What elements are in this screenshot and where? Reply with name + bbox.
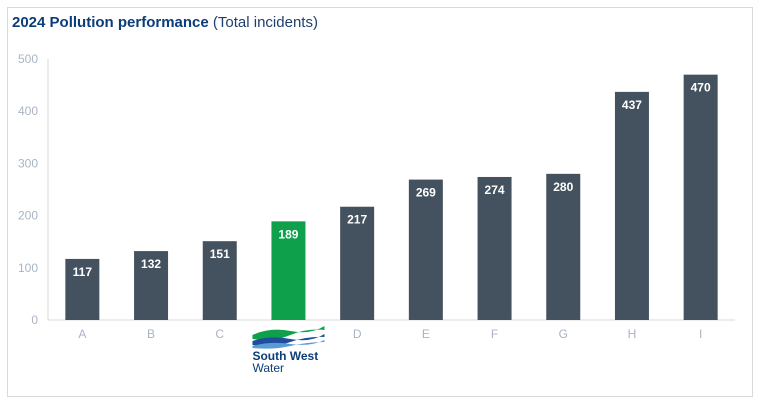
x-tick-label: A	[78, 327, 86, 341]
y-tick-label: 200	[18, 209, 38, 223]
bar	[408, 179, 443, 320]
brand-name-line1: South West	[252, 349, 319, 363]
bar	[340, 206, 375, 320]
x-tick-label: D	[353, 327, 362, 341]
x-tick-label: I	[699, 327, 702, 341]
x-tick-label: G	[559, 327, 568, 341]
y-tick-label: 400	[18, 104, 38, 118]
data-label: 189	[278, 227, 298, 241]
x-tick-label: B	[147, 327, 155, 341]
bar	[65, 258, 100, 320]
y-tick-label: 0	[31, 313, 38, 327]
y-tick-label: 100	[18, 261, 38, 275]
south-west-water-logo-text: South West Water	[252, 350, 318, 374]
bar	[134, 251, 169, 320]
y-tick-label: 300	[18, 156, 38, 170]
data-label: 280	[553, 180, 573, 194]
logo-wave-blue	[252, 334, 325, 346]
bar	[202, 241, 237, 320]
data-label: 132	[141, 257, 161, 271]
bar	[271, 221, 306, 320]
chart-title-subtitle: (Total incidents)	[212, 14, 318, 31]
logo-wave-lightblue	[252, 340, 325, 349]
x-tick-label: F	[491, 327, 498, 341]
data-label: 217	[347, 213, 367, 227]
data-label: 117	[73, 265, 93, 279]
y-tick-label: 500	[18, 52, 38, 66]
brand-name-line2: Water	[252, 361, 284, 375]
data-label: 151	[210, 247, 230, 261]
chart-title-bold: 2024 Pollution performance	[12, 14, 209, 31]
data-label: 274	[485, 183, 505, 197]
x-tick-label: H	[628, 327, 637, 341]
logo-wave-green	[252, 326, 325, 340]
bar	[614, 91, 649, 320]
data-label: 470	[691, 81, 711, 95]
data-label: 437	[622, 98, 642, 112]
bar	[683, 74, 718, 320]
x-tick-label: C	[215, 327, 224, 341]
bar	[477, 176, 512, 320]
bar	[546, 173, 581, 320]
data-label: 269	[416, 186, 436, 200]
chart-title: 2024 Pollution performance (Total incide…	[12, 14, 318, 31]
x-tick-label: E	[422, 327, 430, 341]
